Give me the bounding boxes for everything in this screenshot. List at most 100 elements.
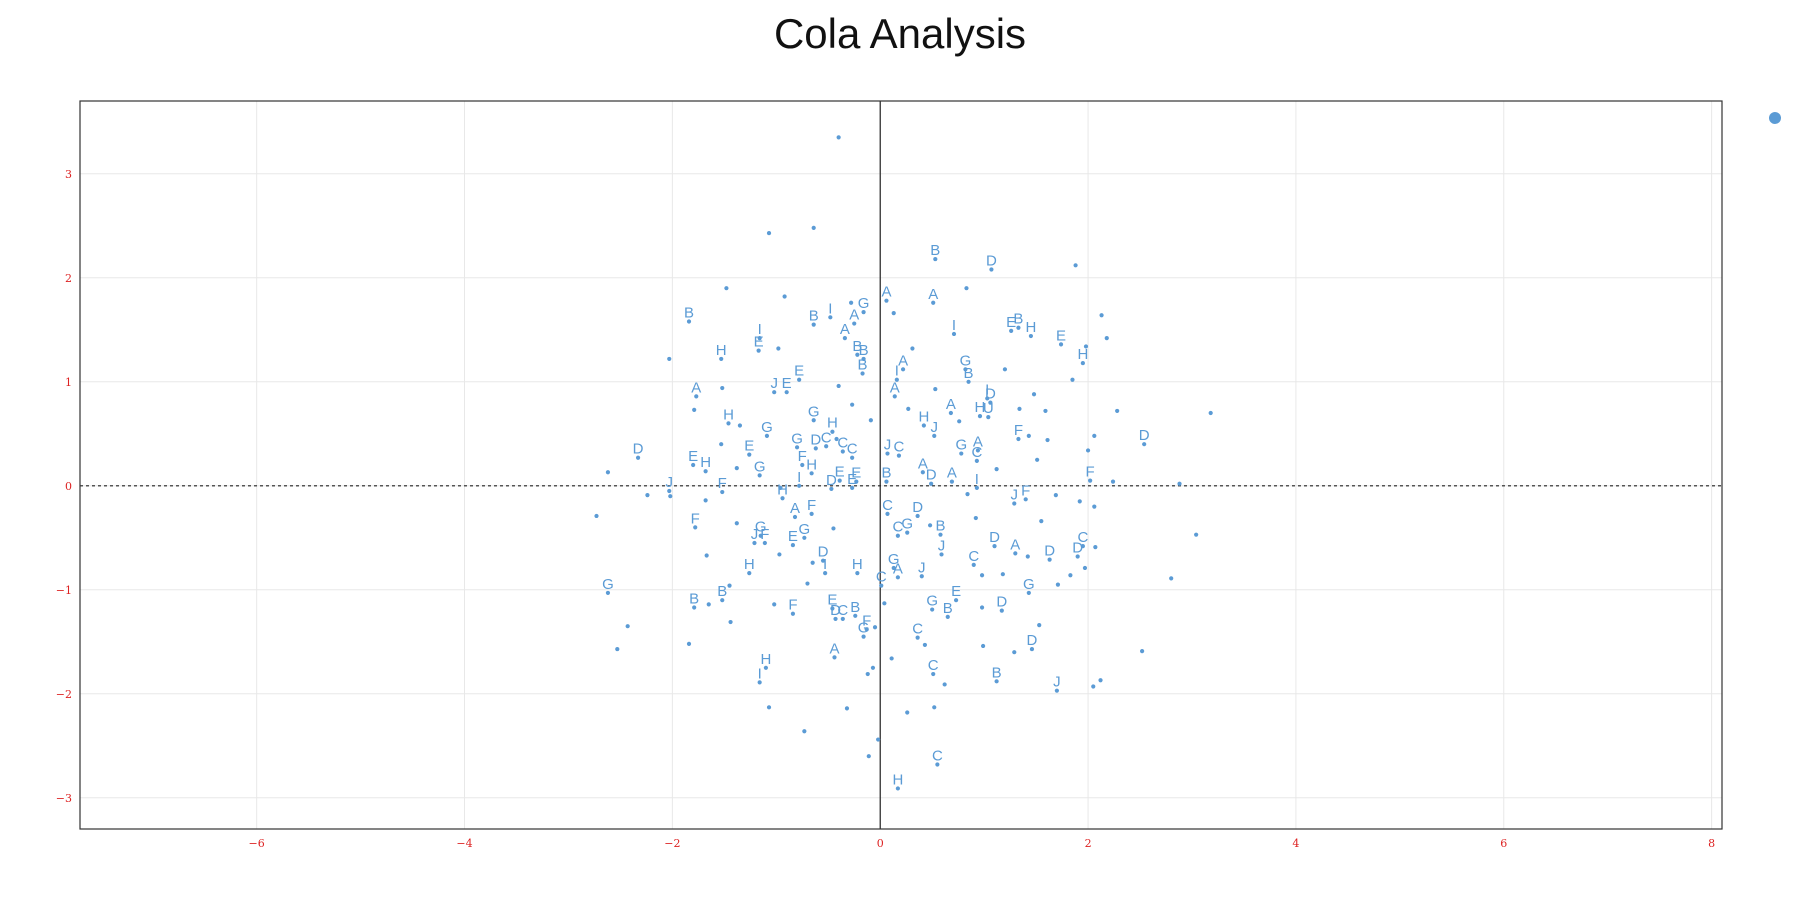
data-point <box>921 423 926 428</box>
data-point <box>1017 406 1022 411</box>
data-point <box>1026 433 1031 438</box>
data-point <box>938 532 943 537</box>
data-point <box>766 705 772 710</box>
data-point <box>693 525 698 530</box>
data-point <box>1092 504 1097 509</box>
point-label: H <box>700 454 711 471</box>
x-tick-label: −6 <box>249 837 265 850</box>
point-label: D <box>633 441 644 458</box>
data-point <box>763 665 768 670</box>
point-label: I <box>797 469 801 486</box>
data-point <box>1053 493 1058 498</box>
point-label: H <box>723 406 734 423</box>
data-point <box>833 616 838 622</box>
point-label: G <box>791 430 803 447</box>
data-point <box>1043 408 1048 414</box>
data-point <box>594 513 599 519</box>
point-label: B <box>809 308 819 325</box>
point-label: G <box>761 419 773 436</box>
point-label: J <box>751 526 759 543</box>
point-label: F <box>862 612 871 629</box>
data-point <box>809 511 814 516</box>
point-label: G <box>858 295 870 312</box>
data-point <box>865 671 870 677</box>
point-label: B <box>943 600 953 617</box>
point-label: A <box>918 455 928 472</box>
data-point <box>757 336 762 341</box>
point-label: H <box>760 651 771 668</box>
data-point <box>884 479 889 484</box>
data-point <box>836 135 841 140</box>
data-point <box>1037 623 1042 628</box>
data-point <box>615 646 620 652</box>
data-point <box>933 256 938 262</box>
point-label: E <box>788 528 798 545</box>
point-label: G <box>901 516 913 533</box>
data-point <box>830 429 835 434</box>
data-point <box>840 449 845 454</box>
data-point <box>850 455 855 460</box>
point-label: J <box>938 537 946 554</box>
point-label: H <box>1077 346 1088 363</box>
data-point <box>747 452 752 457</box>
point-label: C <box>932 748 943 765</box>
data-point <box>895 533 900 538</box>
data-point <box>645 493 650 498</box>
data-point <box>810 560 815 565</box>
point-label: C <box>1077 529 1088 546</box>
data-point <box>1208 410 1213 416</box>
point-label: E <box>827 592 837 609</box>
data-point <box>777 552 782 557</box>
data-point <box>895 575 900 580</box>
data-point <box>720 598 725 603</box>
point-label: J <box>770 375 778 392</box>
data-point <box>752 540 757 546</box>
x-tick-label: 0 <box>877 837 884 850</box>
point-label: E <box>847 471 857 488</box>
data-point <box>778 485 783 490</box>
point-label: D <box>926 467 937 484</box>
data-point <box>734 466 739 471</box>
data-point <box>922 642 928 648</box>
data-point <box>1080 544 1085 549</box>
data-point <box>694 394 699 399</box>
data-point <box>964 286 969 291</box>
point-label: A <box>898 352 908 369</box>
point-label: B <box>992 664 1002 681</box>
data-point <box>932 433 937 438</box>
point-label: I <box>828 300 832 317</box>
data-point <box>872 625 878 630</box>
data-point <box>905 530 910 535</box>
data-point <box>667 356 672 362</box>
data-point <box>1073 263 1078 268</box>
data-point <box>852 321 857 326</box>
data-point <box>994 679 999 684</box>
y-tick-label: 0 <box>65 480 72 493</box>
point-label: E <box>688 448 698 465</box>
data-point <box>1055 582 1061 587</box>
data-point <box>794 445 800 450</box>
point-label: A <box>840 321 850 338</box>
point-label: B <box>850 599 860 616</box>
data-point <box>1110 479 1116 484</box>
plot-frame <box>79 100 1723 830</box>
data-point <box>719 356 724 362</box>
data-point <box>757 473 762 478</box>
point-label: E <box>794 363 804 380</box>
data-point <box>686 319 692 324</box>
data-point <box>915 513 920 519</box>
point-label: I <box>975 471 979 488</box>
point-label: A <box>973 433 983 450</box>
y-tick-label: 1 <box>65 376 72 389</box>
data-point <box>772 602 777 607</box>
point-label: E <box>754 334 764 351</box>
data-point <box>1029 646 1035 652</box>
data-point <box>1045 437 1050 443</box>
data-point <box>766 230 772 236</box>
point-label: F <box>760 526 769 543</box>
point-label: E <box>951 583 961 600</box>
data-point <box>1194 532 1199 537</box>
data-point <box>850 485 855 490</box>
x-tick-label: 2 <box>1085 837 1092 850</box>
